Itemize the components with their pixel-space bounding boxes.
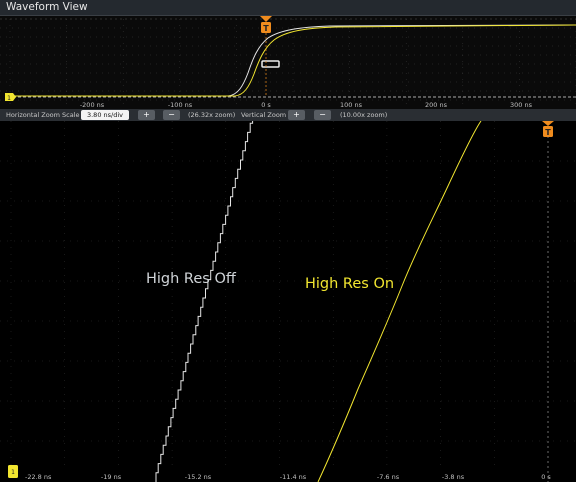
v-zoom-in-button[interactable]: + — [288, 110, 305, 120]
h-zoom-in-button[interactable]: + — [138, 110, 155, 120]
overview-x-tick: 100 ns — [340, 101, 363, 109]
zoom-ch1-marker[interactable] — [8, 465, 18, 478]
overview-trigger-marker[interactable] — [261, 22, 271, 33]
v-zoom-factor: (10.00x zoom) — [340, 111, 388, 119]
zoom-toolbar: Horizontal Zoom Scale 3.80 ns/div + − (2… — [0, 109, 576, 121]
zoom-x-tick: -19 ns — [101, 473, 122, 481]
overview-trace-white — [8, 24, 576, 97]
v-zoom-label: Vertical Zoom — [241, 111, 287, 119]
zoom-x-tick: -22.8 ns — [25, 473, 52, 481]
h-zoom-factor: (26.32x zoom) — [188, 111, 236, 119]
h-zoom-out-button[interactable]: − — [163, 110, 180, 120]
zoom-waveform-plot[interactable]: T 1 -22.8 ns -19 ns -15.2 ns -11.4 ns -7.6 n… — [0, 121, 576, 482]
zoom-x-tick: -15.2 ns — [185, 473, 212, 481]
zoom-ch1-label: 1 — [11, 469, 15, 476]
annotation-high-res-on: High Res On — [305, 276, 395, 292]
zoom-svg: T 1 -22.8 ns -19 ns -15.2 ns -11.4 ns -7.6 n… — [0, 121, 576, 482]
overview-svg: T 1 -200 ns -100 ns 0 s 100 ns 200 ns 300 ns — [0, 16, 576, 109]
overview-plot[interactable]: T 1 -200 ns -100 ns 0 s 100 ns 200 ns 300 ns — [0, 16, 576, 109]
zoom-grid — [0, 121, 576, 471]
zoom-x-tick: -3.8 ns — [442, 473, 465, 481]
overview-x-ticks: -200 ns -100 ns 0 s 100 ns 200 ns 300 ns — [80, 101, 533, 109]
window-titlebar: Waveform View — [0, 0, 576, 16]
h-zoom-label: Horizontal Zoom Scale — [6, 111, 80, 119]
v-zoom-out-button[interactable]: − — [314, 110, 331, 120]
zoom-x-tick: 0 s — [541, 473, 551, 481]
zoom-x-tick: -11.4 ns — [280, 473, 307, 481]
overview-x-tick: -100 ns — [168, 101, 193, 109]
overview-trigger-arrow[interactable] — [260, 16, 272, 22]
zoom-x-tick: -7.6 ns — [377, 473, 400, 481]
overview-x-tick: 200 ns — [425, 101, 448, 109]
zoom-trigger-label: T — [545, 128, 551, 137]
zoom-window-marker[interactable] — [261, 60, 280, 68]
overview-x-tick: -200 ns — [80, 101, 105, 109]
zoom-trigger-arrow[interactable] — [542, 121, 554, 126]
overview-grid — [0, 19, 576, 104]
overview-ch1-label: 1 — [7, 95, 11, 102]
overview-ch1-marker[interactable] — [5, 93, 16, 101]
overview-x-tick: 0 s — [261, 101, 271, 109]
overview-trigger-label: T — [263, 24, 269, 33]
h-zoom-scale-field[interactable]: 3.80 ns/div — [81, 110, 129, 120]
zoom-x-ticks: -22.8 ns -19 ns -15.2 ns -11.4 ns -7.6 ns -3.… — [25, 473, 551, 481]
annotation-high-res-off: High Res Off — [146, 271, 236, 287]
overview-x-tick: 300 ns — [510, 101, 533, 109]
zoom-trace-high-res-off — [155, 121, 254, 482]
zoom-trigger-marker[interactable] — [543, 126, 553, 137]
overview-trace-yellow — [8, 24, 576, 97]
window-title: Waveform View — [6, 1, 88, 13]
zoom-trace-high-res-on — [317, 121, 482, 482]
